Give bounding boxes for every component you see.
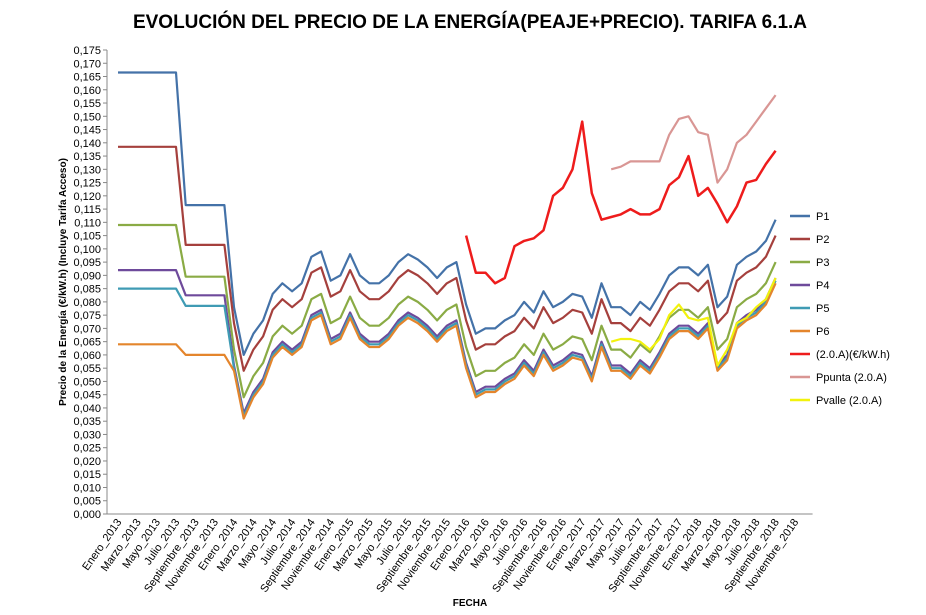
y-tick-label: 0,075: [73, 310, 101, 322]
y-tick-label: 0,110: [74, 217, 101, 229]
y-axis-label: Precio de la Energía (€/kW.h) (Incluye T…: [58, 158, 69, 406]
y-tick-label: 0,175: [73, 45, 101, 57]
series-line: [118, 269, 777, 415]
legend-label: P3: [816, 257, 829, 269]
y-tick-label: 0,170: [73, 58, 101, 70]
y-tick-label: 0,100: [73, 244, 101, 256]
x-axis-label: FECHA: [453, 598, 487, 609]
y-tick-label: 0,010: [73, 482, 101, 494]
y-tick-label: 0,055: [73, 363, 101, 375]
y-tick-label: 0,095: [73, 257, 101, 269]
y-tick-label: 0,065: [73, 337, 101, 349]
series-line: [610, 277, 777, 367]
series-line: [610, 94, 777, 184]
y-tick-label: 0,045: [73, 390, 101, 402]
y-tick-label: 0,115: [74, 204, 101, 216]
legend-label: (2.0.A)(€/kW.h): [816, 349, 890, 361]
y-tick-label: 0,030: [73, 429, 101, 441]
y-tick-label: 0,040: [73, 403, 101, 415]
y-tick-label: 0,145: [73, 125, 101, 137]
y-tick-label: 0,155: [73, 98, 101, 110]
y-tick-label: 0,120: [73, 191, 101, 203]
legend-label: Pvalle (2.0.A): [816, 395, 882, 407]
y-tick-label: 0,105: [73, 231, 101, 243]
y-tick-label: 0,000: [73, 509, 101, 521]
y-tick-label: 0,025: [73, 443, 101, 455]
legend-label: P4: [816, 280, 829, 292]
y-tick-label: 0,080: [73, 297, 101, 309]
y-tick-label: 0,130: [73, 164, 101, 176]
legend-label: P5: [816, 303, 829, 315]
y-tick-label: 0,125: [73, 178, 101, 190]
series-line: [118, 145, 777, 372]
series-line: [464, 120, 777, 285]
y-tick-label: 0,135: [73, 151, 101, 163]
y-tick-label: 0,085: [73, 284, 101, 296]
legend-label: P2: [816, 234, 829, 246]
y-tick-label: 0,165: [73, 72, 101, 84]
series-line: [118, 71, 777, 356]
y-tick-label: 0,020: [73, 456, 101, 468]
y-tick-label: 0,150: [73, 111, 101, 123]
y-tick-label: 0,140: [73, 138, 101, 150]
legend-label: Ppunta (2.0.A): [816, 372, 887, 384]
y-tick-label: 0,090: [73, 270, 101, 282]
y-tick-label: 0,160: [73, 85, 101, 97]
legend-label: P6: [816, 326, 829, 338]
series-line: [118, 280, 777, 417]
y-tick-label: 0,035: [73, 416, 101, 428]
y-tick-label: 0,050: [73, 376, 101, 388]
y-tick-label: 0,060: [73, 350, 101, 362]
series-line: [118, 282, 777, 420]
y-tick-label: 0,070: [73, 323, 101, 335]
chart-title: EVOLUCIÓN DEL PRECIO DE LA ENERGÍA(PEAJE…: [133, 11, 807, 33]
y-tick-label: 0,005: [73, 496, 101, 508]
legend-label: P1: [816, 211, 829, 223]
y-tick-label: 0,015: [73, 469, 101, 481]
